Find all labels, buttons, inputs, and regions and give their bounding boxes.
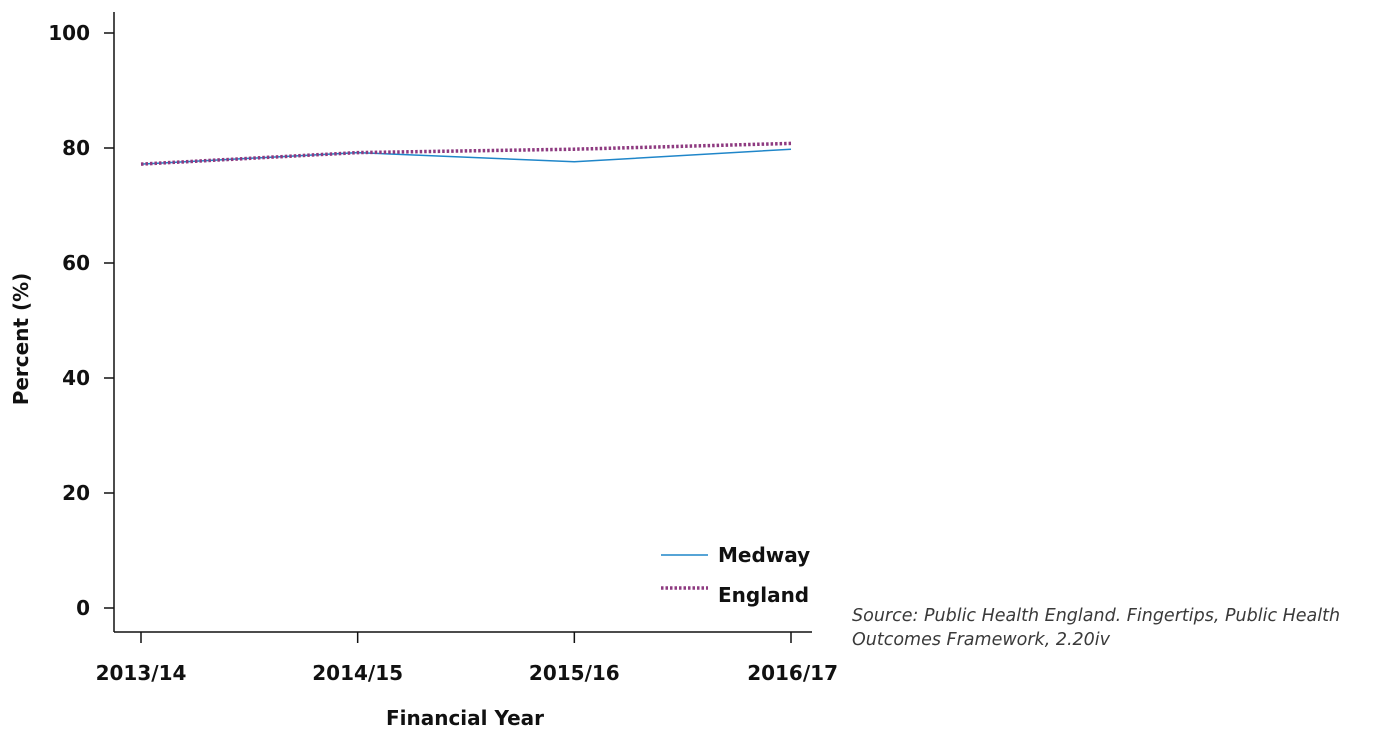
x-axis: 2013/14 2014/15 2015/16 2016/17	[96, 631, 838, 685]
y-tick-label: 0	[76, 596, 90, 620]
y-tick-label: 20	[62, 481, 90, 505]
x-tick-label: 2015/16	[529, 661, 620, 685]
series-lines	[140, 141, 792, 166]
x-tick-label: 2016/17	[747, 661, 838, 685]
legend: Medway England	[661, 543, 810, 607]
y-tick-label: 80	[62, 136, 90, 160]
legend-label-medway: Medway	[718, 543, 810, 567]
legend-label-england: England	[718, 583, 809, 607]
x-axis-title: Financial Year	[386, 706, 544, 730]
series-line-england	[140, 141, 792, 166]
y-tick-label: 100	[48, 21, 90, 45]
y-axis: 0 20 40 60 80 100	[48, 12, 115, 632]
y-tick-label: 40	[62, 366, 90, 390]
y-axis-title: Percent (%)	[9, 273, 33, 406]
x-tick-label: 2014/15	[312, 661, 403, 685]
source-note: Source: Public Health England. Fingertip…	[852, 606, 1341, 650]
x-tick-label: 2013/14	[96, 661, 187, 685]
y-tick-label: 60	[62, 251, 90, 275]
